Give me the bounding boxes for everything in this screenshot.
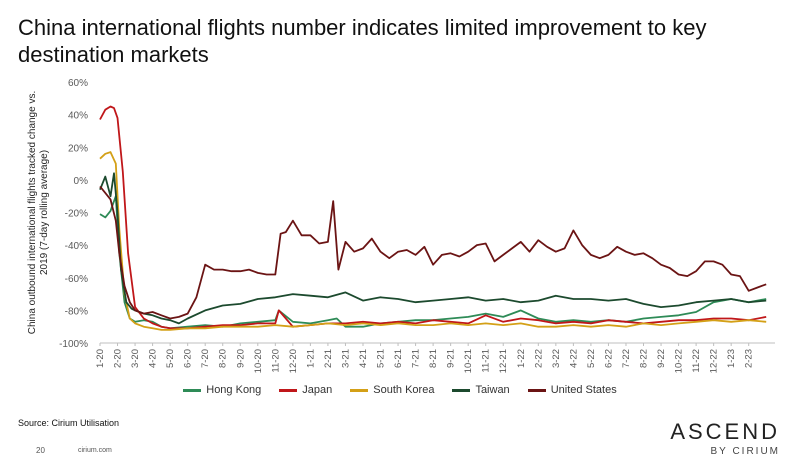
- x-tick-label: 3-21: [340, 349, 351, 368]
- series-line-united-states: [99, 185, 767, 320]
- x-tick-label: 8-22: [639, 349, 650, 368]
- x-tick-label: 10-22: [674, 349, 685, 373]
- x-tick-label: 2-20: [113, 349, 124, 368]
- x-tick-label: 1-21: [305, 349, 316, 368]
- x-tick-label: 11-20: [270, 349, 281, 373]
- x-tick-label: 5-21: [376, 349, 387, 368]
- legend-swatch: [452, 388, 471, 392]
- x-tick-label: 1-23: [726, 349, 737, 368]
- series-line-south-korea: [99, 151, 767, 331]
- series-line-japan: [99, 105, 767, 330]
- y-tick-label: -100%: [59, 339, 88, 350]
- y-tick-label: -20%: [65, 209, 88, 220]
- x-tick-label: 2-23: [744, 349, 755, 368]
- site-url: cirium.com: [78, 447, 112, 454]
- x-tick-label: 2-21: [323, 349, 334, 368]
- brand-name: ASCEND: [670, 419, 780, 444]
- y-axis-label: China outbound international flights tra…: [27, 91, 50, 335]
- x-tick-label: 5-22: [586, 349, 597, 368]
- legend-swatch: [350, 388, 369, 392]
- x-tick-label: 9-22: [656, 349, 667, 368]
- legend-swatch: [183, 388, 202, 392]
- y-tick-label: -80%: [65, 306, 88, 317]
- y-tick-label: 0%: [74, 176, 89, 187]
- chart-legend: Hong Kong Japan South Korea Taiwan United St…: [0, 384, 800, 396]
- legend-label: Japan: [302, 384, 333, 396]
- legend-item-united-states: United States: [527, 384, 617, 396]
- legend-swatch: [527, 388, 546, 392]
- x-tick-label: 5-20: [165, 349, 176, 368]
- x-tick-label: 12-21: [498, 349, 509, 373]
- x-tick-label: 6-22: [603, 349, 614, 368]
- x-tick-label: 11-21: [481, 349, 492, 373]
- legend-item-taiwan: Taiwan: [452, 384, 510, 396]
- legend-label: Taiwan: [475, 384, 510, 396]
- brand-logo: ASCEND BY CIRIUM: [670, 419, 780, 458]
- x-tick-label: 7-20: [200, 349, 211, 368]
- y-tick-label: 40%: [68, 111, 88, 122]
- x-tick-label: 7-21: [411, 349, 422, 368]
- legend-label: Hong Kong: [206, 384, 262, 396]
- x-tick-label: 4-21: [358, 349, 369, 368]
- y-tick-label: -40%: [65, 241, 88, 252]
- source-note: Source: Cirium Utilisation: [18, 418, 120, 428]
- legend-item-japan: Japan: [279, 384, 332, 396]
- x-tick-label: 3-20: [130, 349, 141, 368]
- x-tick-label: 10-21: [463, 349, 474, 373]
- x-tick-label: 6-20: [183, 349, 194, 368]
- x-tick-label: 4-20: [148, 349, 159, 368]
- x-tick-label: 12-20: [288, 349, 299, 373]
- x-tick-label: 3-22: [551, 349, 562, 368]
- chart-title: China international flights number indic…: [18, 15, 707, 67]
- x-tick-label: 9-21: [446, 349, 457, 368]
- x-tick-label: 10-20: [253, 349, 264, 373]
- y-tick-label: -60%: [65, 274, 88, 285]
- legend-item-hong-kong: Hong Kong: [183, 384, 261, 396]
- x-tick-label: 6-21: [393, 349, 404, 368]
- x-tick-label: 4-22: [568, 349, 579, 368]
- series-line-hong-kong: [99, 195, 767, 330]
- x-tick-label: 9-20: [235, 349, 246, 368]
- x-tick-label: 2-22: [533, 349, 544, 368]
- x-tick-label: 11-22: [691, 349, 702, 373]
- x-tick-label: 12-22: [709, 349, 720, 373]
- legend-swatch: [279, 388, 298, 392]
- legend-item-south-korea: South Korea: [350, 384, 434, 396]
- brand-tagline: BY CIRIUM: [710, 446, 780, 457]
- x-tick-label: 1-22: [516, 349, 527, 368]
- x-tick-label: 8-21: [428, 349, 439, 368]
- legend-label: United States: [550, 384, 617, 396]
- legend-label: South Korea: [373, 384, 435, 396]
- x-tick-label: 7-22: [621, 349, 632, 368]
- y-tick-label: 60%: [68, 78, 88, 89]
- series-line-taiwan: [99, 172, 767, 325]
- x-tick-label: 8-20: [218, 349, 229, 368]
- page-number: 20: [36, 446, 45, 455]
- x-tick-label: 1-20: [95, 349, 106, 368]
- y-tick-label: 20%: [68, 143, 88, 154]
